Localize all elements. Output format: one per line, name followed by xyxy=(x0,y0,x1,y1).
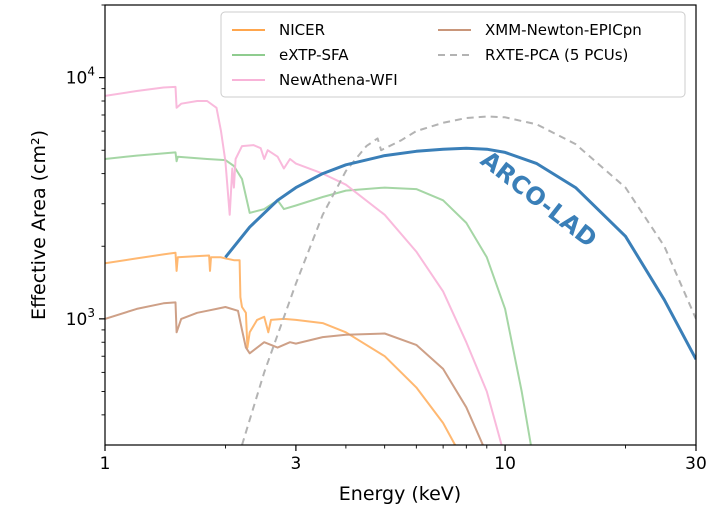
series-line-4 xyxy=(241,115,696,445)
x-tick-label: 10 xyxy=(494,454,516,474)
legend-label: eXTP-SFA xyxy=(279,46,349,64)
legend: NICER eXTP-SFA NewAthena-WFI XMM-Newton-EPI… xyxy=(220,11,686,98)
legend-label: NICER xyxy=(279,21,325,39)
series-line-1 xyxy=(105,151,532,445)
legend-label: NewAthena-WFI xyxy=(279,71,398,89)
arco-lad-label: ARCO-LAD xyxy=(475,145,602,253)
axis-ticks: 1 3 10 30 103 104 xyxy=(66,4,707,474)
y-axis-label: Effective Area (cm²) xyxy=(28,130,50,320)
legend-label: RXTE-PCA (5 PCUs) xyxy=(485,46,628,64)
series-lines xyxy=(105,85,696,445)
y-tick-label: 104 xyxy=(66,65,95,89)
series-line-2 xyxy=(105,85,503,445)
annotations: ARCO-LAD xyxy=(475,145,602,253)
plot-frame xyxy=(104,4,697,446)
x-tick-label: 30 xyxy=(685,454,707,474)
x-tick-label: 3 xyxy=(290,454,301,474)
legend-label: XMM-Newton-EPICpn xyxy=(485,21,642,39)
x-axis-label: Energy (keV) xyxy=(339,483,461,505)
series-line-0 xyxy=(105,251,456,445)
series-line-3 xyxy=(105,301,484,445)
series-line-5 xyxy=(224,146,696,361)
y-tick-label: 103 xyxy=(66,306,95,330)
x-tick-label: 1 xyxy=(100,454,111,474)
